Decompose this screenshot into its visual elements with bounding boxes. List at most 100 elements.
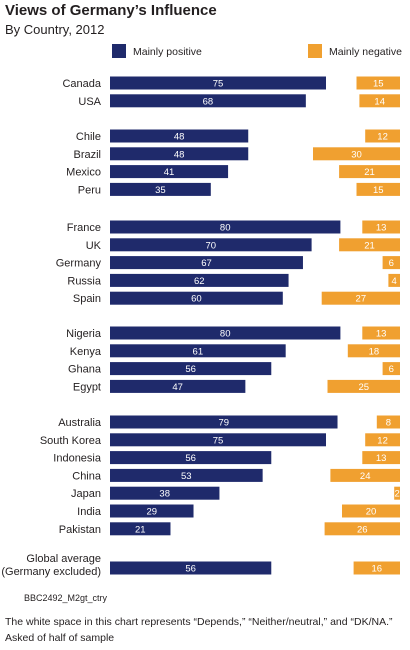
country-label: France bbox=[67, 222, 101, 234]
chart-title: Views of Germany’s Influence bbox=[5, 2, 217, 19]
bar-negative-value: 16 bbox=[372, 564, 383, 575]
bar-negative bbox=[388, 273, 400, 287]
bar-positive-value: 56 bbox=[185, 564, 196, 575]
bar-negative-value: 27 bbox=[356, 294, 367, 305]
country-label: China bbox=[72, 470, 102, 482]
chart-subtitle: By Country, 2012 bbox=[5, 22, 105, 37]
bar-positive bbox=[110, 468, 263, 482]
bar-positive-value: 48 bbox=[174, 132, 185, 143]
bar-negative-value: 6 bbox=[389, 258, 394, 269]
country-label: India bbox=[77, 506, 102, 518]
bar-negative bbox=[362, 326, 400, 340]
country-label: Chile bbox=[76, 131, 101, 143]
bar-negative bbox=[353, 561, 400, 575]
bar-positive bbox=[110, 561, 272, 575]
bar-positive-value: 35 bbox=[155, 185, 166, 196]
country-label: Egypt bbox=[73, 381, 101, 393]
country-label: Nigeria bbox=[66, 328, 102, 340]
bar-negative bbox=[365, 129, 400, 143]
bar-negative bbox=[356, 182, 400, 196]
bar-positive-value: 80 bbox=[220, 223, 231, 234]
bar-chart: Mainly positive Mainly negative Canada 75 1… bbox=[1, 44, 402, 578]
bar-negative-value: 15 bbox=[373, 79, 384, 90]
bar-negative-value: 24 bbox=[360, 471, 371, 482]
bar-positive-value: 56 bbox=[185, 364, 196, 375]
bar-negative-value: 13 bbox=[376, 453, 387, 464]
bar-negative bbox=[382, 256, 400, 270]
footnote: The white space in this chart represents… bbox=[5, 616, 393, 628]
bar-positive-value: 56 bbox=[185, 453, 196, 464]
bar-negative-value: 30 bbox=[351, 149, 362, 160]
bar-positive-value: 70 bbox=[206, 240, 217, 251]
source-code: BBC2492_M2gt_ctry bbox=[24, 593, 108, 603]
bar-negative-value: 15 bbox=[373, 185, 384, 196]
bar-negative-value: 14 bbox=[374, 96, 385, 107]
bar-negative-value: 6 bbox=[389, 364, 394, 375]
bar-positive-value: 48 bbox=[174, 149, 185, 160]
bar-negative-value: 13 bbox=[376, 223, 387, 234]
country-label: Global average (Germany excluded) bbox=[1, 553, 101, 578]
country-label: Pakistan bbox=[59, 524, 101, 536]
country-label: Russia bbox=[67, 275, 102, 287]
bar-positive bbox=[110, 147, 249, 161]
bar-negative bbox=[365, 433, 400, 447]
bar-negative bbox=[324, 522, 400, 536]
bar-positive bbox=[110, 165, 229, 179]
bar-positive-value: 53 bbox=[181, 471, 192, 482]
bar-positive bbox=[110, 326, 341, 340]
bar-positive bbox=[110, 344, 286, 358]
bar-negative bbox=[330, 468, 400, 482]
bar-positive-value: 62 bbox=[194, 276, 205, 287]
bar-positive bbox=[110, 129, 249, 143]
bar-negative bbox=[376, 415, 400, 429]
footnote: Asked of half of sample bbox=[5, 632, 115, 644]
bar-positive-value: 68 bbox=[203, 96, 214, 107]
bar-positive-value: 38 bbox=[159, 489, 170, 500]
bar-negative bbox=[313, 147, 400, 161]
country-label: Germany bbox=[56, 258, 102, 270]
bar-negative bbox=[394, 486, 400, 500]
bar-positive-value: 21 bbox=[135, 524, 146, 535]
bar-positive-value: 79 bbox=[218, 418, 229, 429]
country-label: Ghana bbox=[68, 364, 102, 376]
bar-positive bbox=[110, 415, 338, 429]
bar-negative bbox=[382, 362, 400, 376]
bar-positive-value: 75 bbox=[213, 79, 224, 90]
bar-positive-value: 60 bbox=[191, 294, 202, 305]
bar-negative bbox=[362, 451, 400, 465]
bar-positive-value: 80 bbox=[220, 329, 231, 340]
bar-positive bbox=[110, 94, 306, 108]
bar-positive bbox=[110, 238, 312, 252]
bar-positive bbox=[110, 220, 341, 234]
country-label: Australia bbox=[58, 417, 102, 429]
bar-negative bbox=[342, 504, 400, 518]
bar-positive bbox=[110, 182, 211, 196]
bar-negative bbox=[327, 379, 400, 393]
bar-positive bbox=[110, 256, 303, 270]
bar-negative-value: 12 bbox=[377, 435, 388, 446]
bar-negative bbox=[321, 291, 400, 305]
bar-positive bbox=[110, 522, 171, 536]
bar-negative-value: 21 bbox=[364, 240, 375, 251]
country-label: Mexico bbox=[66, 167, 101, 179]
country-label: South Korea bbox=[40, 435, 102, 447]
bar-positive-value: 75 bbox=[213, 435, 224, 446]
legend-label: Mainly negative bbox=[329, 46, 402, 58]
bar-positive-value: 47 bbox=[172, 382, 183, 393]
country-label: Peru bbox=[78, 184, 101, 196]
bar-negative bbox=[356, 76, 400, 90]
bar-positive bbox=[110, 486, 220, 500]
legend-swatch-positive bbox=[112, 44, 126, 58]
bar-positive bbox=[110, 76, 326, 90]
legend: Mainly positive Mainly negative bbox=[112, 44, 402, 58]
bar-positive-value: 41 bbox=[164, 167, 175, 178]
bar-positive bbox=[110, 379, 246, 393]
bar-positive bbox=[110, 451, 272, 465]
country-label: Brazil bbox=[73, 149, 101, 161]
bar-negative-value: 2 bbox=[394, 489, 399, 500]
bar-negative-value: 4 bbox=[392, 276, 397, 287]
bar-positive bbox=[110, 433, 326, 447]
bar-positive bbox=[110, 504, 194, 518]
bar-negative-value: 8 bbox=[386, 418, 391, 429]
